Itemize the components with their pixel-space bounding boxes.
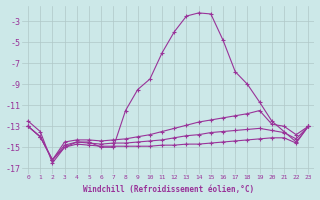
X-axis label: Windchill (Refroidissement éolien,°C): Windchill (Refroidissement éolien,°C) [83,185,254,194]
